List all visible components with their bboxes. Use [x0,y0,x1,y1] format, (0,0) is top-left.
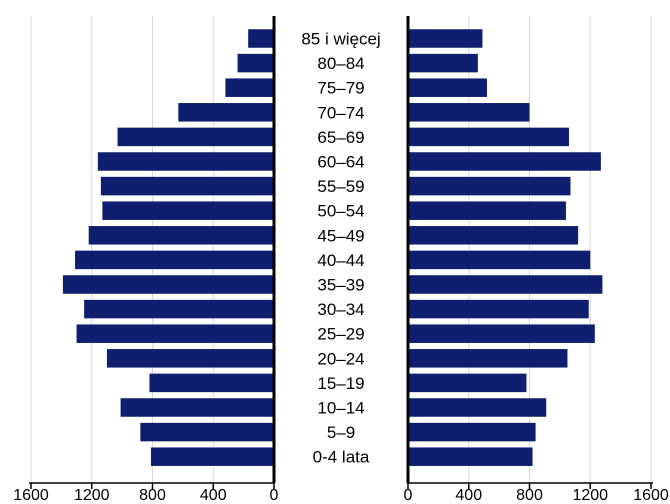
right-bar [408,349,568,368]
right-tick-label: 1600 [633,487,669,504]
right-bar [408,250,591,270]
category-label: 60–64 [317,153,364,172]
category-label: 25–29 [317,325,364,344]
category-label: 0-4 lata [313,448,370,467]
left-bar [100,176,274,196]
category-label: 35–39 [317,276,364,295]
left-bar [117,127,274,147]
left-bar [120,398,274,417]
right-bar [408,201,566,220]
left-bar [102,201,274,220]
left-bar [62,275,274,294]
right-bar [408,226,579,245]
left-bar [88,226,275,245]
left-tick-label: 800 [139,487,166,504]
left-bar [178,103,274,122]
left-bar [84,299,274,319]
right-bar [408,447,533,466]
category-label: 40–44 [317,251,364,270]
left-tick-label: 1600 [13,487,49,504]
left-bar [97,152,274,171]
axis-layer [29,16,653,489]
category-label: 20–24 [317,349,364,368]
left-bar [149,373,274,393]
right-bar [408,422,536,442]
bar-layer [62,29,603,466]
category-label: 75–79 [317,79,364,98]
right-bar [408,29,483,48]
category-label: 10–14 [317,399,364,418]
left-tick-label: 1200 [74,487,110,504]
left-bar [248,29,274,48]
right-bar [408,53,478,73]
category-label: 30–34 [317,300,364,319]
left-bar [150,447,274,466]
right-bar [408,299,589,319]
right-bar [408,152,601,171]
right-bar [408,275,603,294]
left-bar [225,78,274,97]
right-bar [408,373,527,393]
category-label: 85 i więcej [301,30,380,49]
left-bar [76,324,274,343]
category-label: 80–84 [317,54,364,73]
category-label: 70–74 [317,103,364,122]
left-tick-label: 400 [200,487,227,504]
right-bar [408,398,547,417]
category-label: 15–19 [317,374,364,393]
right-bar [408,103,530,122]
left-bar [106,349,274,368]
label-layer: 85 i więcej 80–84 75–79 70–74 65–69 60–64 55–5… [13,30,669,504]
right-bar [408,324,595,343]
left-bar [237,53,274,73]
left-bar [140,422,274,442]
right-bar [408,78,487,97]
right-bar [408,176,571,196]
right-bar [408,127,569,147]
left-bar [75,250,274,270]
right-tick-label: 800 [516,487,543,504]
right-tick-label: 400 [455,487,482,504]
right-tick-label: 1200 [572,487,608,504]
left-tick-label: 0 [270,487,279,504]
category-label: 50–54 [317,202,364,221]
right-tick-label: 0 [404,487,413,504]
category-label: 45–49 [317,226,364,245]
category-label: 5–9 [327,423,355,442]
category-label: 55–59 [317,177,364,196]
category-label: 65–69 [317,128,364,147]
